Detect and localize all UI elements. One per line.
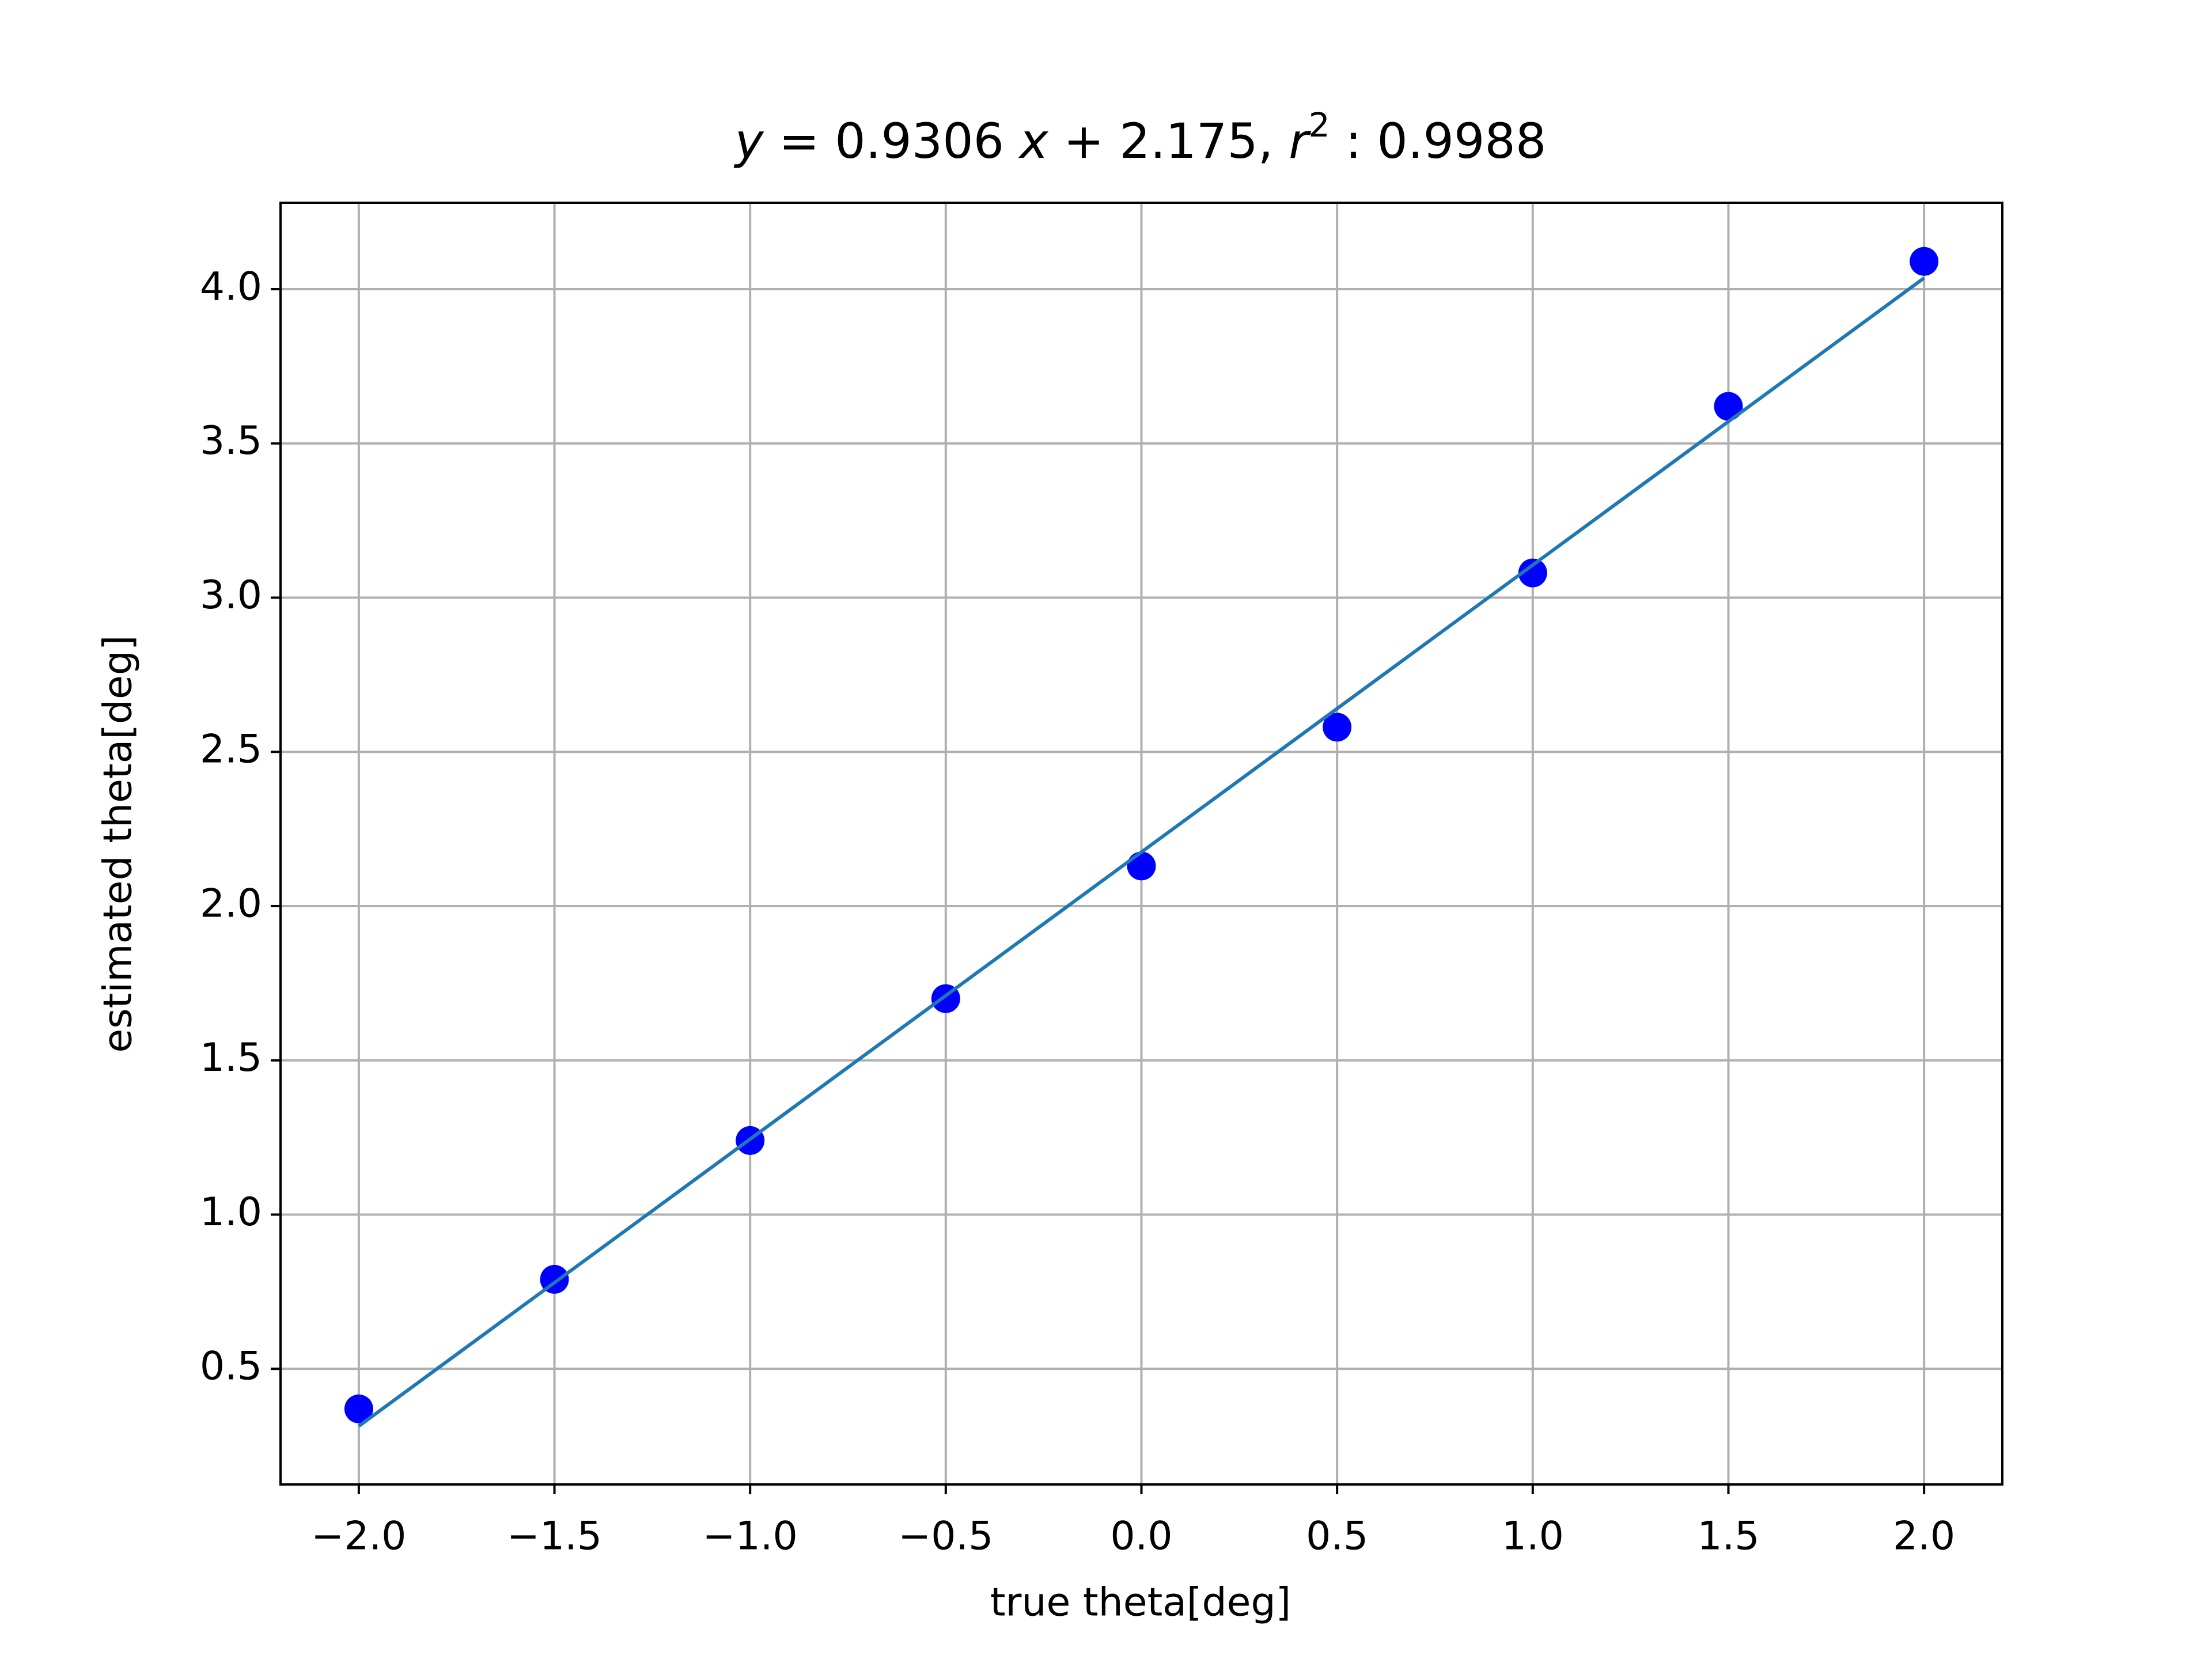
title-part: x [1018,113,1049,169]
x-tick-label: 1.5 [1697,1514,1759,1559]
point [1127,851,1156,881]
y-tick-label: 1.0 [200,1190,262,1235]
x-tick-label: −1.0 [703,1514,798,1559]
x-tick-label: 1.0 [1502,1514,1564,1559]
title-part: = 0.9306 [763,113,1019,169]
x-tick-label: −0.5 [898,1514,993,1559]
point [1323,713,1352,742]
point [1714,392,1743,421]
chart-title: y = 0.9306 x + 2.175, r2 : 0.9988 [733,105,1547,169]
y-tick-label: 3.5 [200,418,262,464]
y-tick-label: 3.0 [200,573,262,618]
y-tick-label: 0.5 [200,1344,262,1389]
x-tick-label: 0.0 [1110,1514,1172,1559]
y-axis-label: estimated theta[deg] [96,635,141,1052]
title-part: + 2.175, [1048,113,1289,169]
point [1518,558,1547,588]
x-tick-label: 2.0 [1893,1514,1955,1559]
x-axis-label: true theta[deg] [990,1580,1291,1626]
point [1910,247,1939,276]
y-tick-label: 2.5 [200,727,262,772]
title-part: y [733,113,764,169]
y-tick-label: 1.5 [200,1035,262,1081]
fit-line [358,276,1925,1428]
title-part: r [1289,113,1311,169]
point [344,1394,373,1423]
x-tick-label: 0.5 [1306,1514,1368,1559]
y-tick-label: 2.0 [200,881,262,926]
plot-frame [279,202,2003,1486]
x-tick-label: −1.5 [507,1514,602,1559]
title-superscript: 2 [1309,105,1330,145]
title-part: : 0.9988 [1330,113,1547,169]
y-tick-label: 4.0 [200,264,262,309]
x-tick-label: −2.0 [311,1514,406,1559]
